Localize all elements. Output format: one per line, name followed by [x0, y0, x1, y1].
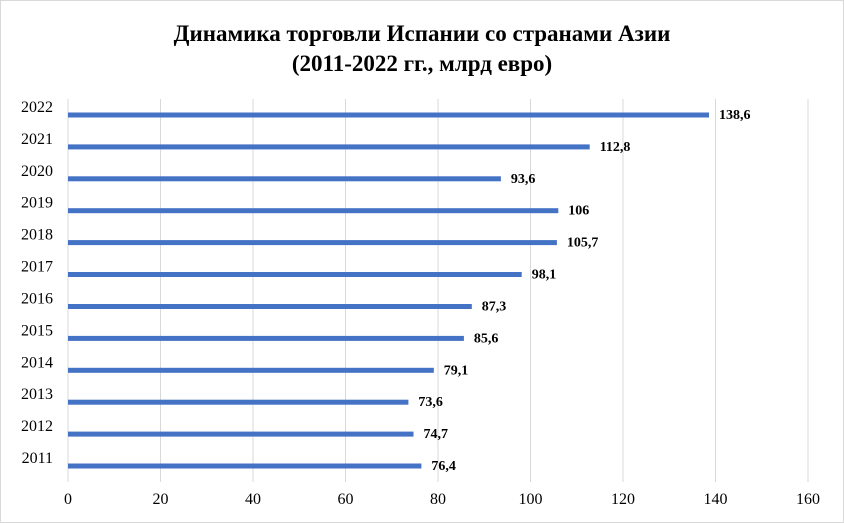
y-tick-label-2014: 2014 [21, 354, 53, 371]
data-label-2012: 74,7 [424, 427, 449, 442]
y-tick-label-2013: 2013 [21, 386, 53, 403]
y-tick-label-2020: 2020 [21, 163, 53, 180]
bar-2014 [68, 367, 434, 373]
data-label-2022: 138,6 [719, 108, 751, 123]
bar-2015 [68, 335, 464, 341]
y-tick-label-2016: 2016 [21, 291, 53, 308]
chart-title: Динамика торговли Испании со странами Аз… [1, 19, 843, 79]
y-tick-label-2021: 2021 [21, 131, 53, 148]
bar-2021 [68, 144, 590, 150]
data-label-2018: 105,7 [567, 236, 599, 251]
data-label-2021: 112,8 [600, 140, 631, 155]
bar-2018 [68, 240, 557, 246]
x-tick-label-3: 60 [338, 491, 354, 508]
x-tick-label-1: 20 [153, 491, 169, 508]
x-tick-label-8: 160 [796, 491, 820, 508]
y-tick-label-2011: 2011 [22, 450, 53, 467]
chart-title-line-2: (2011-2022 гг., млрд евро) [291, 51, 553, 76]
data-label-2011: 76,4 [431, 459, 456, 474]
x-tick-label-4: 80 [430, 491, 446, 508]
x-tick-label-2: 40 [245, 491, 261, 508]
y-tick-label-2018: 2018 [21, 227, 53, 244]
bar-2020 [68, 176, 501, 182]
data-label-2015: 85,6 [474, 331, 499, 346]
bar-2012 [68, 431, 414, 437]
bar-2011 [68, 463, 422, 469]
y-tick-label-2017: 2017 [21, 259, 53, 276]
data-label-2014: 79,1 [444, 363, 469, 378]
x-tick-label-6: 120 [611, 491, 635, 508]
y-tick-label-2019: 2019 [21, 195, 53, 212]
x-tick-label-0: 0 [64, 491, 72, 508]
bar-2013 [68, 399, 409, 405]
data-label-2020: 93,6 [511, 172, 536, 187]
data-label-2013: 73,6 [418, 395, 443, 410]
data-label-2019: 106 [568, 204, 589, 219]
y-tick-label-2015: 2015 [21, 322, 53, 339]
y-tick-label-2022: 2022 [21, 99, 53, 116]
data-label-2016: 87,3 [482, 300, 507, 315]
data-label-2017: 98,1 [532, 268, 557, 283]
bar-2017 [68, 272, 522, 277]
bar-2022 [68, 112, 709, 118]
chart-title-line-1: Динамика торговли Испании со странами Аз… [173, 21, 671, 46]
x-tick-label-7: 140 [704, 491, 728, 508]
y-tick-label-2012: 2012 [21, 418, 53, 435]
bar-2019 [68, 208, 559, 214]
bar-2016 [68, 304, 472, 309]
x-tick-label-5: 100 [519, 491, 543, 508]
